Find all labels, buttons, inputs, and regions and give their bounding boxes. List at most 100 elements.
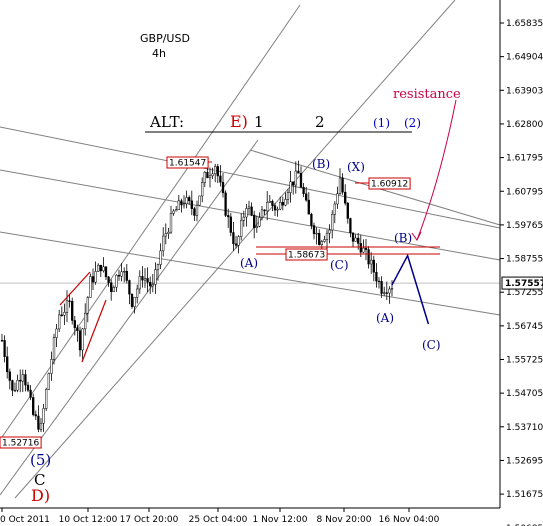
candle bbox=[325, 229, 329, 249]
candle-body bbox=[52, 337, 56, 360]
candle bbox=[253, 210, 256, 239]
candle bbox=[331, 210, 334, 239]
candle bbox=[162, 227, 165, 257]
candle-body bbox=[42, 408, 45, 424]
candle bbox=[190, 190, 193, 216]
candle-body bbox=[229, 216, 232, 233]
candle-body bbox=[240, 220, 243, 237]
x-tick-label: 8 Nov 20:00 bbox=[317, 515, 372, 525]
candle bbox=[221, 173, 225, 198]
candle-body bbox=[305, 193, 308, 201]
candle-body bbox=[294, 170, 297, 186]
candle bbox=[284, 192, 287, 207]
candle-body bbox=[104, 266, 108, 278]
candle bbox=[42, 403, 45, 432]
candle bbox=[141, 266, 144, 288]
channel-line bbox=[0, 139, 259, 496]
candle-body bbox=[237, 236, 240, 246]
candle-body bbox=[310, 213, 313, 226]
candle bbox=[219, 165, 222, 187]
candle-body bbox=[362, 247, 365, 253]
candle-body bbox=[268, 200, 271, 203]
x-tick-label: 10 Oct 12:00 bbox=[59, 515, 118, 525]
candle bbox=[258, 212, 261, 228]
candle bbox=[123, 267, 126, 283]
candle bbox=[130, 293, 134, 309]
chart-subtitle: 4h bbox=[152, 47, 166, 60]
candle-body bbox=[130, 293, 134, 307]
alt-wave-e: E) bbox=[230, 112, 248, 131]
chart-title: GBP/USD bbox=[140, 32, 190, 45]
candle bbox=[120, 263, 123, 282]
candle-body bbox=[232, 232, 235, 245]
red-trendline bbox=[81, 299, 107, 363]
channel-line bbox=[0, 4, 301, 441]
candle-body bbox=[185, 197, 188, 204]
candle-body bbox=[325, 232, 329, 240]
candle-body bbox=[336, 193, 339, 205]
candle-body bbox=[279, 201, 282, 210]
candle bbox=[89, 273, 92, 298]
candle bbox=[354, 234, 357, 242]
candle-body bbox=[375, 271, 378, 282]
candle bbox=[380, 276, 383, 298]
candle bbox=[65, 290, 69, 323]
candle-body bbox=[97, 264, 100, 272]
candle bbox=[164, 223, 167, 245]
price-box-label: 1.52716 bbox=[2, 439, 39, 449]
candle-body bbox=[154, 269, 157, 285]
candle bbox=[341, 173, 344, 195]
candle bbox=[167, 227, 170, 239]
candle-body bbox=[323, 239, 326, 242]
price-box-label: 1.60912 bbox=[371, 180, 408, 190]
candle bbox=[26, 381, 30, 393]
candle-body bbox=[234, 243, 238, 246]
candle-body bbox=[3, 340, 6, 357]
candle-body bbox=[58, 314, 61, 330]
candle bbox=[63, 303, 66, 326]
candle-body bbox=[281, 201, 284, 206]
candle bbox=[289, 170, 292, 203]
wave-label: (A) bbox=[376, 311, 394, 325]
candle-body bbox=[208, 175, 212, 179]
candle bbox=[6, 346, 9, 379]
candle bbox=[229, 212, 232, 237]
candle bbox=[50, 351, 53, 381]
wave-label: (A) bbox=[240, 256, 258, 270]
candle bbox=[346, 201, 349, 224]
candle bbox=[84, 303, 87, 336]
alt-wave-label: 1 bbox=[254, 113, 264, 131]
candle-body bbox=[102, 266, 105, 272]
candle-body bbox=[198, 195, 201, 206]
candle-body bbox=[55, 328, 58, 338]
candle-body bbox=[26, 384, 30, 391]
candle bbox=[370, 252, 373, 274]
candle-body bbox=[190, 200, 193, 209]
candle-body bbox=[297, 170, 300, 174]
candle-body bbox=[377, 280, 381, 283]
candle bbox=[232, 222, 235, 251]
candle bbox=[172, 209, 175, 216]
candle-body bbox=[21, 374, 24, 382]
candle-body bbox=[219, 175, 222, 183]
candle-body bbox=[180, 200, 183, 206]
candle bbox=[55, 323, 58, 348]
candle bbox=[242, 210, 245, 227]
candle bbox=[0, 333, 4, 342]
candle bbox=[359, 234, 362, 258]
candle-body bbox=[390, 288, 394, 290]
candle-body bbox=[84, 312, 87, 330]
candle bbox=[13, 382, 17, 393]
alt-prefix: ALT: bbox=[149, 113, 184, 131]
candle-body bbox=[169, 213, 173, 233]
candle bbox=[315, 227, 318, 245]
candle-body bbox=[99, 264, 102, 272]
candle-body bbox=[107, 276, 110, 283]
candle bbox=[268, 195, 271, 203]
candle-body bbox=[32, 397, 35, 415]
candle bbox=[336, 186, 339, 209]
candle bbox=[58, 309, 61, 332]
candle-body bbox=[34, 414, 37, 417]
